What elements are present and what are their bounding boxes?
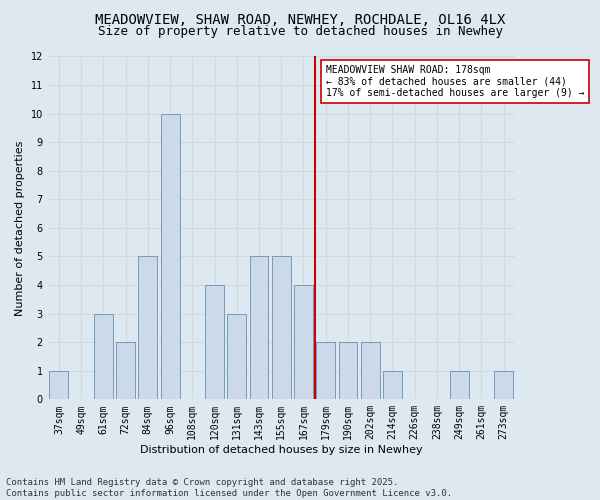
Bar xyxy=(227,314,246,400)
Bar xyxy=(294,285,313,400)
Text: MEADOWVIEW, SHAW ROAD, NEWHEY, ROCHDALE, OL16 4LX: MEADOWVIEW, SHAW ROAD, NEWHEY, ROCHDALE,… xyxy=(95,12,505,26)
Y-axis label: Number of detached properties: Number of detached properties xyxy=(15,140,25,316)
Bar xyxy=(316,342,335,400)
Text: MEADOWVIEW SHAW ROAD: 178sqm
← 83% of detached houses are smaller (44)
17% of se: MEADOWVIEW SHAW ROAD: 178sqm ← 83% of de… xyxy=(326,65,584,98)
Bar xyxy=(272,256,291,400)
Bar xyxy=(139,256,157,400)
Bar xyxy=(494,371,513,400)
Bar xyxy=(161,114,179,400)
Bar xyxy=(250,256,268,400)
Text: Contains HM Land Registry data © Crown copyright and database right 2025.
Contai: Contains HM Land Registry data © Crown c… xyxy=(6,478,452,498)
Bar xyxy=(449,371,469,400)
Text: Size of property relative to detached houses in Newhey: Size of property relative to detached ho… xyxy=(97,25,503,38)
Bar xyxy=(94,314,113,400)
Bar xyxy=(116,342,135,400)
Bar xyxy=(49,371,68,400)
X-axis label: Distribution of detached houses by size in Newhey: Distribution of detached houses by size … xyxy=(140,445,422,455)
Bar xyxy=(361,342,380,400)
Bar xyxy=(338,342,358,400)
Bar xyxy=(383,371,402,400)
Bar xyxy=(205,285,224,400)
